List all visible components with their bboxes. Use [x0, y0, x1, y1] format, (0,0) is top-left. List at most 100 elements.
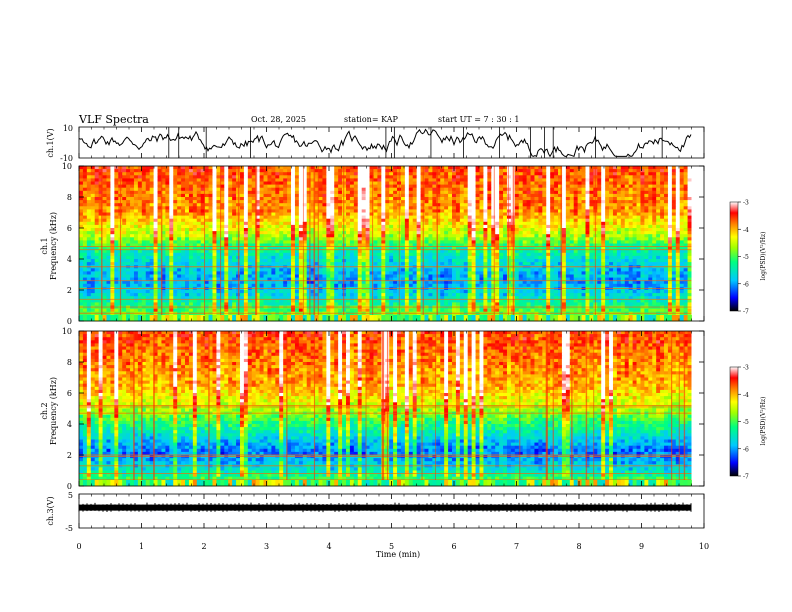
spectrogram-cell — [173, 197, 178, 201]
spectrogram-cell — [345, 181, 351, 185]
spectrogram-cell — [679, 190, 685, 195]
spectrogram-cell — [349, 193, 355, 198]
spectrogram-cell — [463, 184, 469, 189]
spectrogram-cell — [196, 259, 202, 263]
spectrogram-cell — [632, 249, 637, 254]
spectrogram-cell — [322, 181, 327, 185]
spectrogram-cell — [357, 175, 363, 179]
spectrogram-cell — [106, 209, 111, 213]
spectrogram-cell — [255, 252, 261, 257]
spectrogram-cell — [216, 166, 221, 170]
spectrogram-cell — [153, 212, 158, 216]
spectrogram-cell — [475, 259, 480, 263]
spectrogram-cell — [279, 252, 284, 257]
spectrogram-cell — [181, 240, 186, 244]
spectrogram-cell — [436, 209, 441, 213]
spectrogram-cell — [601, 209, 606, 213]
spectrogram-cell — [251, 203, 257, 207]
spectrogram-cell — [601, 203, 606, 207]
spectrogram-cell — [381, 262, 386, 266]
spectrogram-cell — [141, 234, 147, 238]
spectrogram-cell — [495, 262, 500, 266]
spectrogram-cell — [173, 224, 178, 229]
spectrogram-cell — [616, 197, 622, 201]
spectrogram-cell — [455, 234, 461, 238]
spectrogram-cell — [554, 228, 559, 232]
spectrogram-cell — [475, 203, 480, 207]
spectrogram-cell — [267, 172, 272, 176]
spectrogram-cell — [279, 234, 284, 238]
spectrogram-cell — [259, 203, 264, 207]
spectrogram-cell — [550, 187, 555, 192]
spectrogram-cell — [212, 237, 217, 241]
spectrogram-cell — [200, 234, 206, 238]
spectrogram-cell — [648, 178, 653, 182]
spectrogram-cell — [542, 206, 547, 210]
spectrogram-cell — [122, 215, 127, 220]
spectrogram-cell — [98, 240, 103, 244]
spectrogram-cell — [628, 166, 634, 170]
spectrogram-cell — [177, 243, 182, 247]
spectrogram-cell — [459, 184, 465, 189]
spectrogram-cell — [432, 190, 437, 195]
spectrogram-cell — [287, 228, 292, 232]
spectrogram-cell — [467, 259, 473, 263]
spectrogram-cell — [412, 243, 418, 247]
spectrogram-cell — [263, 237, 268, 241]
spectrogram-cell — [177, 169, 182, 173]
spectrogram-cell — [181, 228, 186, 232]
spectrogram-cell — [137, 228, 143, 232]
spectrogram-cell — [393, 172, 398, 176]
spectrogram-cell — [263, 178, 268, 182]
spectrogram-cell — [200, 178, 206, 182]
spectrogram-cell — [644, 187, 649, 192]
spectrogram-cell — [318, 203, 323, 207]
spectrogram-cell — [243, 209, 249, 213]
spectrogram-cell — [487, 200, 492, 204]
spectrogram-cell — [357, 181, 363, 185]
spectrogram-cell — [573, 184, 579, 189]
spectrogram-cell — [232, 172, 237, 176]
spectrogram-cell — [471, 228, 476, 232]
spectrogram-cell — [526, 197, 531, 201]
spectrogram-cell — [243, 237, 249, 241]
spectrogram-cell — [436, 169, 441, 173]
spectrogram-cell — [534, 262, 539, 266]
spectrogram-cell — [196, 187, 202, 192]
spectrogram-cell — [243, 240, 249, 244]
spectrogram-cell — [232, 255, 237, 260]
spectrogram-cell — [255, 200, 261, 204]
spectrogram-cell — [667, 240, 673, 244]
spectrogram-cell — [416, 231, 421, 235]
spectrogram-cell — [220, 203, 225, 207]
spectrogram-cell — [573, 252, 579, 257]
spectrogram-cell — [597, 228, 602, 232]
spectrogram-cell — [495, 215, 500, 220]
spectrogram-cell — [499, 206, 504, 210]
spectrogram-cell — [79, 255, 84, 260]
spectrogram-cell — [687, 193, 692, 198]
spectrogram-cell — [526, 259, 531, 263]
spectrogram-cell — [188, 187, 194, 192]
spectrogram-cell — [110, 193, 115, 198]
spectrogram-cell — [577, 169, 582, 173]
spectrogram-cell — [145, 259, 151, 263]
spectrogram-cell — [353, 243, 359, 247]
spectrogram-cell — [483, 187, 488, 192]
spectrogram-cell — [228, 215, 233, 220]
spectrogram-cell — [177, 252, 182, 257]
spectrogram-cell — [287, 169, 292, 173]
spectrogram-cell — [448, 169, 453, 173]
spectrogram-cell — [561, 184, 567, 189]
spectrogram-cell — [302, 206, 308, 210]
spectrogram-cell — [624, 209, 630, 213]
spectrogram-cell — [534, 197, 539, 201]
spectrogram-cell — [656, 228, 661, 232]
spectrogram-cell — [585, 221, 590, 226]
spectrogram-cell — [612, 184, 618, 189]
spectrogram-cell — [251, 262, 257, 266]
spectrogram-cell — [259, 234, 264, 238]
spectrogram-cell — [106, 243, 111, 247]
spectrogram-cell — [601, 175, 606, 179]
spectrogram-cell — [330, 240, 335, 244]
